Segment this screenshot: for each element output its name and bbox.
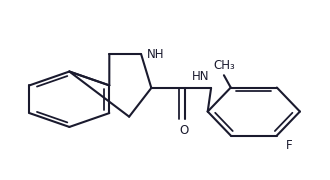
Text: HN: HN <box>192 70 210 83</box>
Text: CH₃: CH₃ <box>213 58 235 71</box>
Text: NH: NH <box>147 48 165 61</box>
Text: F: F <box>285 139 292 152</box>
Text: O: O <box>179 124 188 137</box>
